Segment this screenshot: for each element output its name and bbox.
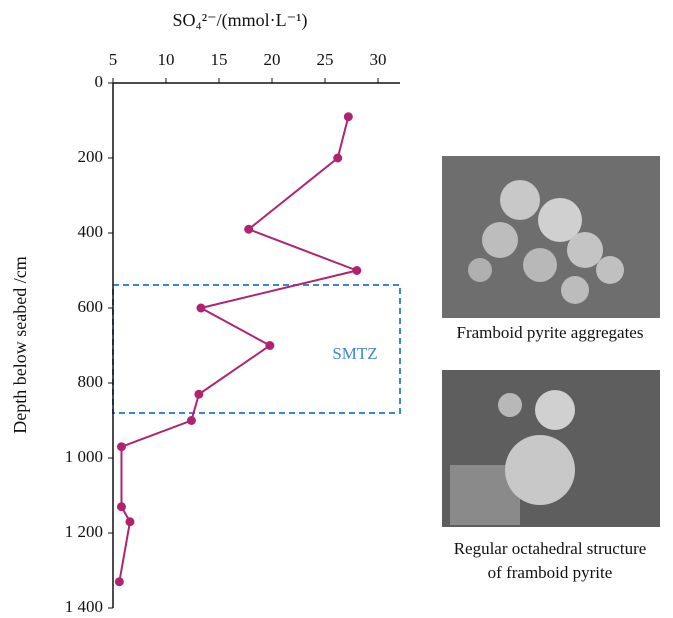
y-tick-label: 800 <box>78 372 104 391</box>
data-point <box>117 442 126 451</box>
x-tick-label: 10 <box>158 50 175 69</box>
x-tick-label: 30 <box>370 50 387 69</box>
data-point <box>244 225 253 234</box>
data-line <box>119 117 356 582</box>
y-tick-label: 0 <box>95 72 104 91</box>
data-point <box>115 577 124 586</box>
x-tick-label: 15 <box>211 50 228 69</box>
data-point <box>187 416 196 425</box>
data-point <box>265 341 274 350</box>
data-point <box>196 304 205 313</box>
data-point <box>117 502 126 511</box>
data-point <box>344 112 353 121</box>
annotation: SMTZ <box>332 344 377 363</box>
x-axis-title: SO₄²⁻/(mmol·L⁻¹) <box>172 10 307 31</box>
y-tick-label: 1 400 <box>65 597 103 616</box>
data-point <box>333 154 342 163</box>
y-axis-title: Depth below seabed /cm <box>10 256 30 433</box>
caption: of framboid pyrite <box>488 563 613 582</box>
y-tick-label: 1 200 <box>65 522 103 541</box>
y-tick-label: 1 000 <box>65 447 103 466</box>
caption: Regular octahedral structure <box>454 539 647 558</box>
x-tick-label: 5 <box>109 50 118 69</box>
x-tick-label: 25 <box>317 50 334 69</box>
data-point <box>125 517 134 526</box>
caption: Framboid pyrite aggregates <box>457 323 644 342</box>
sem-image <box>442 370 660 527</box>
data-point <box>194 390 203 399</box>
x-tick-label: 20 <box>264 50 281 69</box>
page: SO₄²⁻/(mmol·L⁻¹) Depth below seabed /cm … <box>0 0 673 618</box>
sem-image <box>442 156 660 318</box>
y-tick-label: 400 <box>78 222 104 241</box>
y-tick-label: 200 <box>78 147 104 166</box>
y-tick-label: 600 <box>78 297 104 316</box>
data-point <box>352 266 361 275</box>
